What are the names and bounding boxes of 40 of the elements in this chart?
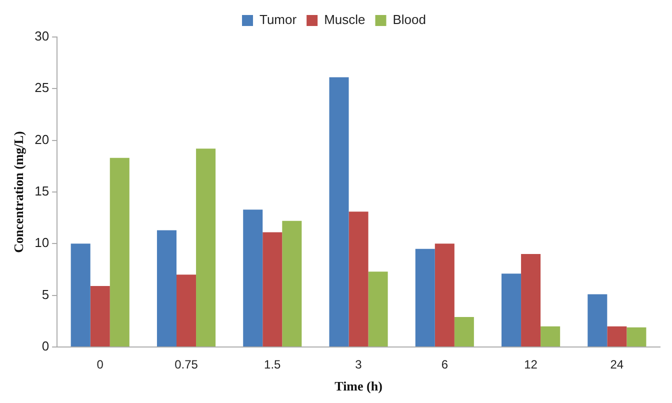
x-tick-label: 0.75 [174,358,198,372]
x-tick-label: 1.5 [264,358,282,372]
bar [70,244,90,346]
bar [282,220,302,346]
bar [243,210,263,346]
bar [502,274,522,346]
x-tick-label: 12 [524,358,538,372]
bar [110,158,130,346]
x-tick-label: 6 [441,358,448,372]
bar [368,272,388,346]
y-axis-title: Concentration (mg/L) [11,131,26,253]
bar [607,326,627,346]
y-tick-label: 5 [42,286,50,302]
legend-label: Blood [392,12,426,28]
y-tick-label: 15 [34,184,50,199]
bar [329,77,349,346]
legend-label: Muscle [324,12,366,28]
y-tick-label: 20 [34,132,50,147]
bar [454,317,474,346]
x-tick-label: 24 [610,358,624,372]
y-tick-label: 0 [42,338,50,354]
bar [415,248,435,346]
x-axis-title: Time (h) [334,378,382,394]
y-tick-label: 25 [34,80,50,96]
x-tick-label: 0 [96,358,104,372]
bar [90,286,110,346]
bar [521,254,541,346]
bar [348,212,368,346]
bar [176,274,196,346]
bar [156,230,176,346]
bar [588,294,608,346]
bar [626,327,646,346]
bar [262,232,282,346]
legend-label: Tumor [260,12,298,28]
bar [196,148,216,346]
y-tick-label: 30 [34,28,50,44]
bar [434,244,454,346]
y-tick-label: 10 [34,235,50,250]
bar [540,326,560,346]
x-tick-label: 3 [355,358,362,372]
